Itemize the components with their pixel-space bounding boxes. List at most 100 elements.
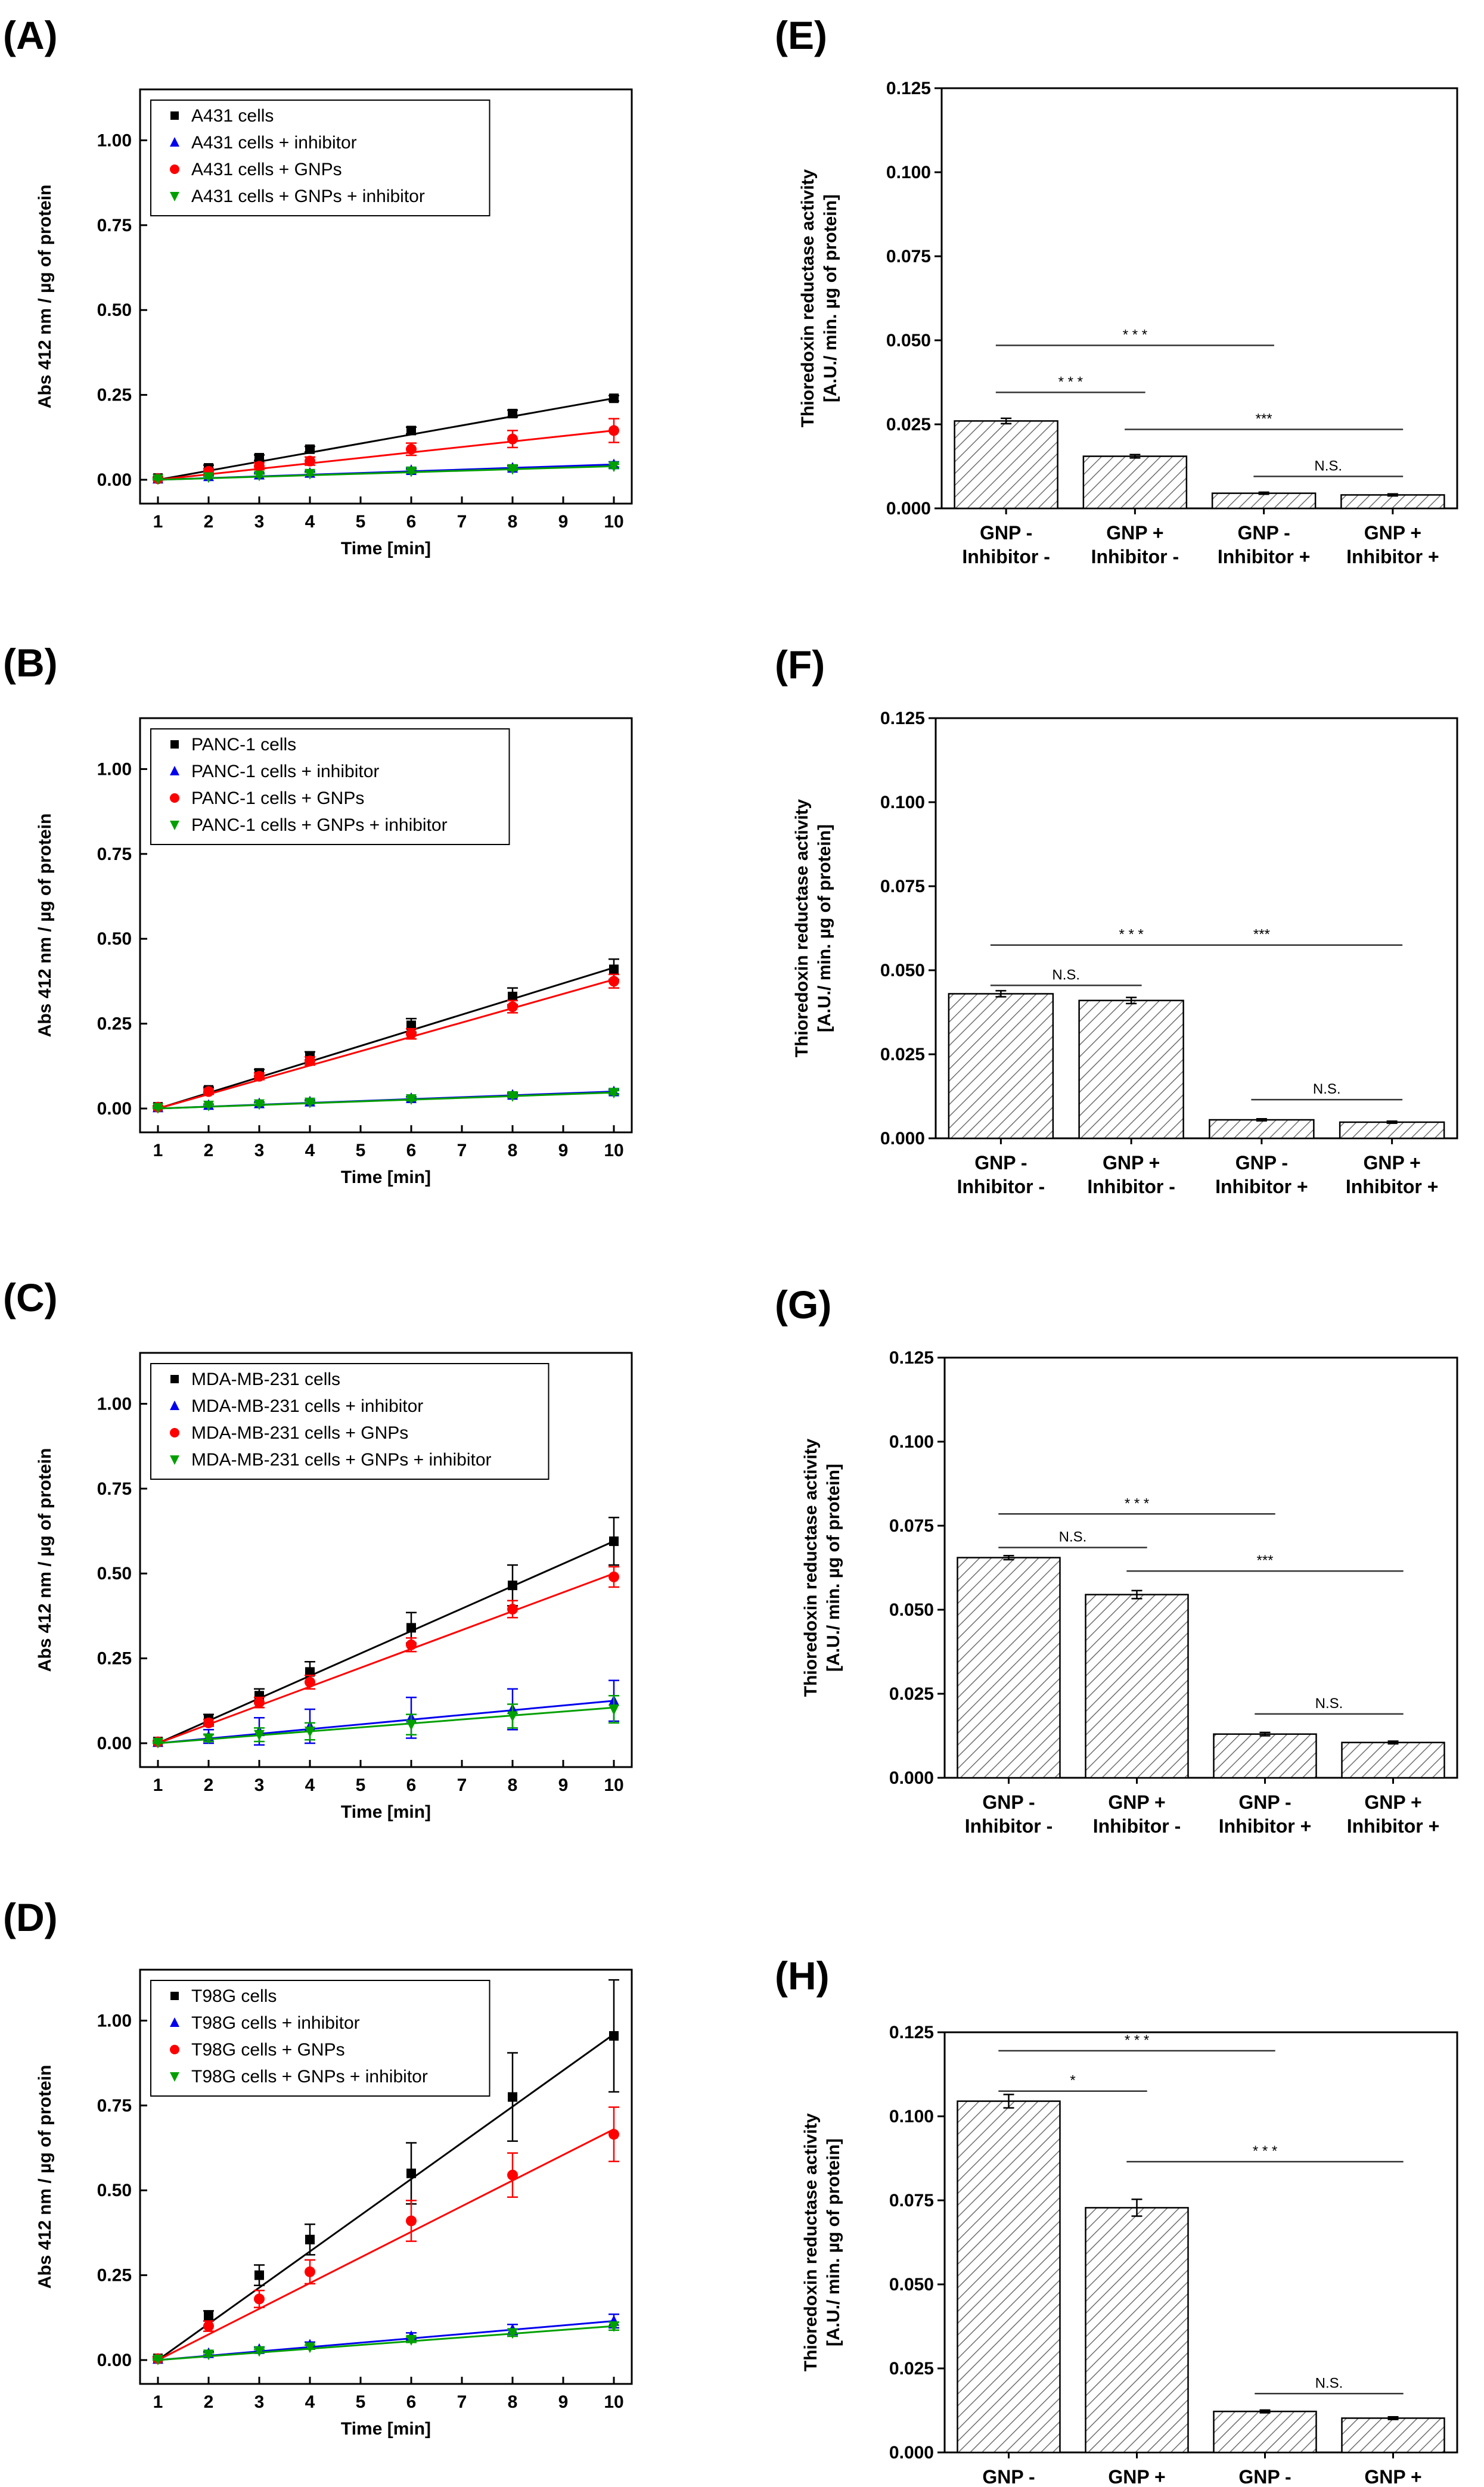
data-point: [203, 472, 214, 483]
legend-label: T98G cells: [191, 1986, 277, 2006]
data-point: [608, 425, 619, 436]
plot-frame: [139, 717, 633, 1134]
bar: [1213, 1733, 1317, 1779]
data-point: [305, 1727, 315, 1738]
data-point: [406, 2168, 416, 2178]
series-3: [153, 2321, 619, 2365]
bar: [1211, 492, 1317, 510]
legend-label: PANC-1 cells: [191, 735, 296, 755]
data-point: [406, 2334, 417, 2346]
legend-marker: [170, 793, 179, 803]
series-2: [153, 973, 619, 1113]
x-tick-label: 5: [356, 1141, 366, 1160]
fit-line: [157, 979, 614, 1110]
bar-panel-0: (E) 0.000 0.025 0.050 0.075 0.100 0.125 Thiored…: [775, 13, 1458, 567]
x-tick-label: 4: [305, 512, 315, 532]
y-tick-label: 0.025: [880, 1045, 925, 1064]
data-point: [254, 461, 265, 472]
x-tick-label: 5: [356, 1775, 366, 1795]
bar-panel-1: (F) 0.000 0.025 0.050 0.075 0.100 0.125 Thiored…: [775, 642, 1458, 1197]
data-point: [203, 2321, 214, 2332]
data-point: [508, 2092, 517, 2102]
data-point: [609, 964, 619, 974]
y-tick-label: 0.000: [880, 1129, 925, 1148]
x-tick-label: 1: [153, 1141, 163, 1160]
x-tick-label: 5: [356, 2392, 366, 2412]
bar: [1341, 1741, 1445, 1779]
x-tick-label: 10: [604, 1141, 623, 1160]
category-label: GNP -: [974, 1152, 1027, 1173]
bar: [954, 420, 1058, 510]
legend: PANC-1 cells PANC-1 cells + inhibitor PANC…: [150, 728, 510, 845]
significance-label: N.S.: [1315, 1696, 1343, 1712]
y-axis-subtitle: [A.U./ min. µg of protein]: [821, 194, 840, 402]
data-point: [406, 1623, 416, 1633]
data-point: [203, 1733, 214, 1744]
data-point: [507, 1001, 518, 1013]
data-point: [608, 1571, 619, 1582]
category-label: GNP +: [1108, 1791, 1165, 1813]
category-label: Inhibitor -: [957, 1176, 1045, 1197]
x-tick-label: 9: [558, 512, 569, 532]
y-tick-label: 0.025: [886, 415, 931, 434]
fit-line: [157, 967, 614, 1110]
y-axis-title: Thioredoxin reductase activity: [798, 169, 818, 427]
legend: A431 cells A431 cells + inhibitor A431 cel…: [150, 100, 490, 216]
category-label: Inhibitor +: [1346, 546, 1439, 567]
bar: [1078, 999, 1184, 1140]
fit-line: [157, 397, 614, 481]
x-tick-label: 9: [558, 1141, 569, 1160]
bar: [1340, 494, 1445, 510]
category-label: Inhibitor +: [1219, 1815, 1312, 1837]
y-axis-title: Abs 412 nm / µg of protein: [35, 2065, 55, 2289]
y-tick-label: 0.075: [880, 877, 925, 896]
y-tick-label: 1.00: [97, 131, 132, 150]
data-point: [609, 2031, 619, 2041]
x-tick-label: 10: [604, 512, 623, 532]
legend-marker: [170, 192, 179, 201]
data-point: [254, 2293, 265, 2305]
x-tick-label: 3: [254, 1141, 265, 1160]
x-tick-label: 6: [406, 2392, 417, 2412]
category-label: GNP +: [1106, 522, 1163, 544]
data-point: [608, 1088, 619, 1099]
significance-label: * * *: [1119, 927, 1143, 943]
data-point: [608, 2321, 619, 2333]
fit-line: [157, 429, 614, 481]
data-point: [507, 2328, 518, 2339]
x-tick-label: 7: [457, 512, 467, 532]
y-tick-label: 1.00: [97, 1394, 132, 1414]
legend-marker: [170, 111, 179, 120]
y-tick-label: 0.000: [889, 1768, 934, 1788]
data-point: [254, 1099, 265, 1110]
plot-frame: [943, 1356, 1458, 1779]
data-point: [305, 468, 315, 480]
legend-label: MDA-MB-231 cells + inhibitor: [191, 1396, 423, 1416]
legend-label: MDA-MB-231 cells + GNPs + inhibitor: [191, 1450, 492, 1470]
data-point: [254, 1730, 265, 1741]
x-tick-label: 2: [204, 2392, 214, 2412]
y-tick-label: 0.100: [886, 163, 931, 182]
legend-marker: [170, 1455, 179, 1465]
data-point: [406, 443, 417, 455]
y-tick-label: 0.100: [889, 2107, 934, 2126]
y-tick-label: 0.25: [97, 1014, 132, 1034]
significance-label: ***: [1256, 411, 1272, 427]
series-2: [153, 418, 619, 485]
x-tick-label: 1: [153, 512, 163, 532]
data-point: [507, 1604, 518, 1615]
data-point: [508, 992, 517, 1002]
data-point: [254, 452, 264, 462]
bar: [957, 2100, 1061, 2454]
y-axis-subtitle: [A.U./ min. µg of protein]: [824, 1464, 843, 1672]
data-point: [608, 976, 619, 987]
y-tick-label: 0.50: [97, 1564, 132, 1584]
significance-label: * * *: [1253, 2143, 1277, 2159]
bar: [1085, 1594, 1189, 1779]
y-tick-label: 0.125: [880, 709, 925, 728]
significance-label: * * *: [1125, 1495, 1149, 1511]
legend-box: [150, 1980, 490, 2097]
plot-frame: [139, 88, 633, 505]
y-tick-label: 0.075: [886, 247, 931, 266]
